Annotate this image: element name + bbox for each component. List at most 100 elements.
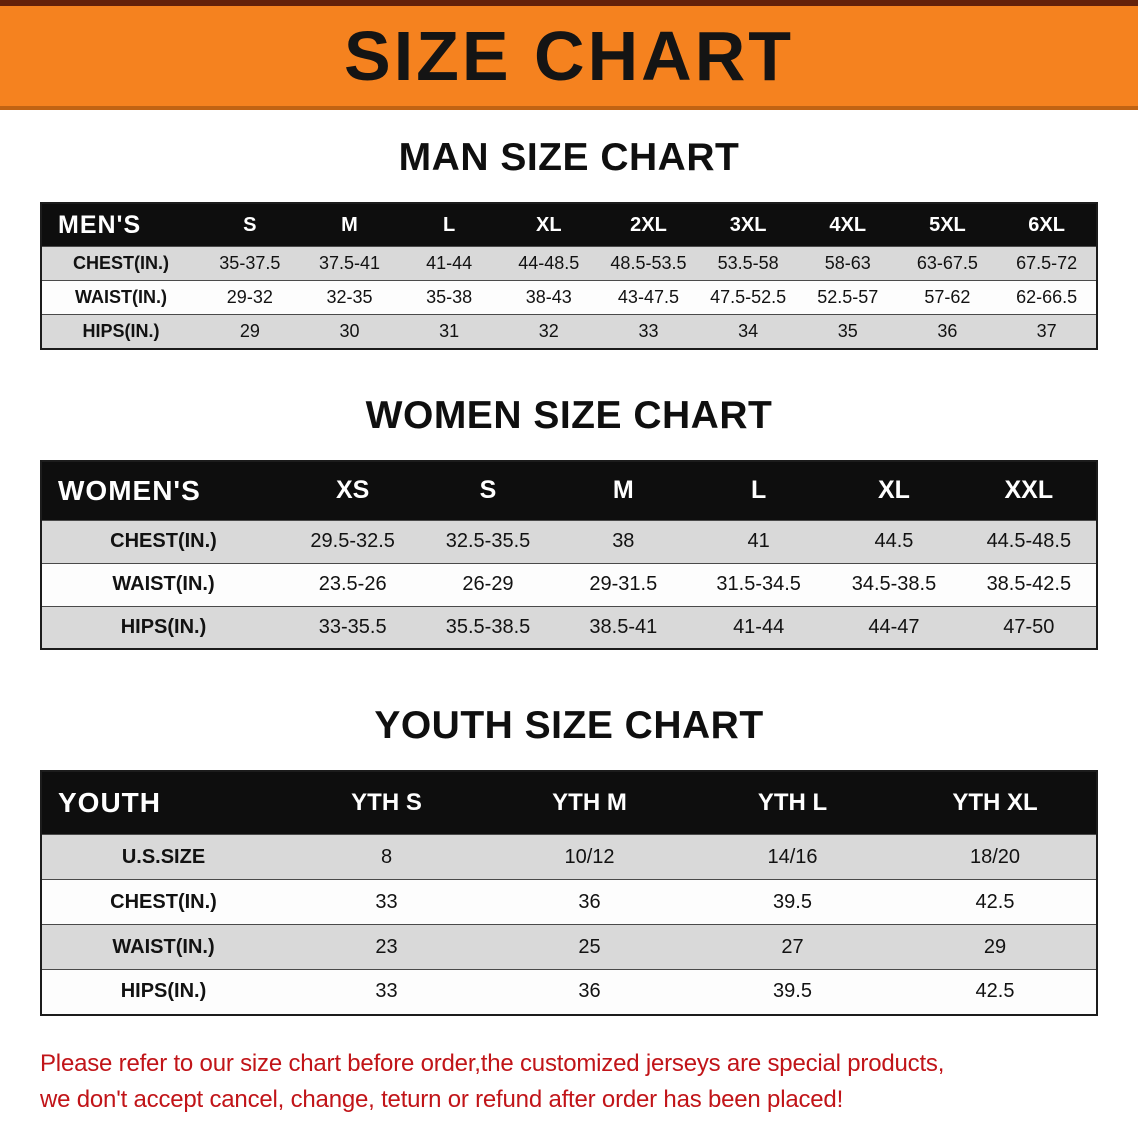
table-row: U.S.SIZE 8 10/12 14/16 18/20: [41, 834, 1097, 880]
size-value: 35: [837, 320, 858, 341]
table-row: CHEST(IN.) 35-37.5 37.5-41 41-44 44-48.5 48.5…: [41, 246, 1097, 281]
size-column-header: L: [399, 203, 499, 247]
row-label: WAIST(IN.): [75, 287, 167, 307]
men-size-table: MEN'S S M L XL 2XL 3XL 4XL 5XL 6XL CHEST(IN.) 35-37…: [40, 202, 1098, 350]
table-row: HIPS(IN.) 33 36 39.5 42.5: [41, 969, 1097, 1015]
men-section-heading: MAN SIZE CHART: [398, 136, 740, 179]
size-value: 44-47: [868, 615, 920, 638]
row-label: CHEST(IN.): [73, 253, 169, 273]
size-value: 48.5-53.5: [610, 253, 687, 273]
row-label: HIPS(IN.): [120, 615, 207, 638]
size-column-header: 6XL: [997, 203, 1097, 247]
size-column-header: YTH XL: [894, 771, 1097, 835]
size-value: 67.5-72: [1016, 253, 1078, 273]
size-value: 47-50: [1003, 615, 1055, 638]
table-header-row: YOUTH YTH S YTH M YTH L YTH XL: [41, 771, 1097, 835]
disclaimer: Please refer to our size chart before or…: [40, 1046, 1138, 1118]
size-value: 44.5-48.5: [986, 530, 1072, 552]
table-corner-label: WOMEN'S: [41, 460, 285, 520]
table-row: WAIST(IN.) 23.5-26 26-29 29-31.5 31.5-34.5 34…: [41, 563, 1097, 606]
table-row: WAIST(IN.) 29-32 32-35 35-38 38-43 43-47.5 47.…: [41, 280, 1097, 315]
size-value: 25: [578, 935, 601, 958]
size-column-header: 5XL: [897, 203, 998, 247]
size-column-header: XS: [285, 460, 421, 520]
size-value: 29.5-32.5: [310, 530, 395, 552]
size-value: 35-38: [426, 287, 473, 307]
size-column-header: L: [690, 460, 827, 520]
size-value: 44-48.5: [518, 253, 580, 273]
women-size-chart-section: WOMEN SIZE CHART WOMEN'S XS S M L XL XXL CHEST(…: [0, 393, 1138, 650]
size-column-header: XL: [498, 203, 599, 247]
size-value: 35-37.5: [219, 253, 281, 273]
size-value: 31: [439, 320, 460, 341]
size-value: 53.5-58: [717, 253, 779, 273]
size-value: 38.5-41: [589, 615, 658, 638]
size-column-header: XL: [826, 460, 962, 520]
size-value: 43-47.5: [617, 287, 679, 307]
size-value: 36: [937, 320, 958, 341]
size-column-header: YTH M: [488, 771, 691, 835]
table-row: WAIST(IN.) 23 25 27 29: [41, 924, 1097, 970]
size-value: 35.5-38.5: [445, 615, 531, 638]
size-value: 34: [738, 320, 759, 341]
size-value: 41-44: [426, 253, 473, 273]
size-value: 26-29: [462, 573, 514, 595]
size-column-header: S: [200, 203, 300, 247]
size-value: 33: [375, 890, 398, 913]
size-value: 10/12: [564, 845, 615, 868]
row-label: WAIST(IN.): [112, 573, 215, 595]
size-value: 23.5-26: [318, 573, 387, 595]
size-column-header: 3XL: [698, 203, 798, 247]
youth-section-heading: YOUTH SIZE CHART: [374, 704, 764, 747]
size-value: 18/20: [969, 845, 1021, 868]
size-column-header: 4XL: [797, 203, 898, 247]
size-value: 29-31.5: [589, 573, 658, 595]
size-value: 41-44: [733, 615, 785, 638]
size-value: 36: [578, 980, 601, 1003]
size-value: 34.5-38.5: [851, 573, 937, 595]
size-value: 37.5-41: [318, 253, 381, 273]
size-column-header: YTH L: [691, 771, 894, 835]
size-value: 38: [612, 530, 635, 552]
size-value: 33-35.5: [318, 615, 387, 638]
size-column-header: XXL: [961, 460, 1097, 520]
row-label: CHEST(IN.): [110, 530, 217, 552]
table-row: HIPS(IN.) 29 30 31 32 33 34 35 36 37: [41, 314, 1097, 349]
size-value: 38.5-42.5: [986, 573, 1072, 595]
table-row: CHEST(IN.) 29.5-32.5 32.5-35.5 38 41 44.5 44.5…: [41, 520, 1097, 563]
size-value: 30: [339, 320, 360, 341]
disclaimer-line-2: we don't accept cancel, change, teturn o…: [40, 1085, 844, 1113]
size-value: 38-43: [525, 287, 572, 307]
size-value: 14/16: [767, 845, 818, 868]
size-column-header: 2XL: [598, 203, 699, 247]
row-label: HIPS(IN.): [82, 320, 160, 341]
banner: SIZE CHART: [0, 0, 1138, 110]
table-corner-label: MEN'S: [41, 203, 200, 247]
size-value: 29: [239, 320, 260, 341]
size-value: 42.5: [975, 980, 1015, 1003]
size-column-header: M: [299, 203, 400, 247]
women-size-table: WOMEN'S XS S M L XL XXL CHEST(IN.) 29.5-32.5 32.5…: [40, 459, 1098, 650]
page-title: SIZE CHART: [344, 17, 794, 95]
size-column-header: M: [555, 460, 691, 520]
row-label: WAIST(IN.): [112, 935, 215, 958]
size-value: 42.5: [975, 890, 1015, 913]
size-value: 39.5: [773, 890, 812, 913]
women-section-heading: WOMEN SIZE CHART: [365, 393, 773, 437]
row-label: CHEST(IN.): [110, 890, 217, 913]
size-value: 32: [538, 320, 559, 341]
size-value: 33: [638, 320, 659, 341]
size-value: 29-32: [226, 287, 273, 307]
size-value: 33: [375, 980, 398, 1003]
table-header-row: WOMEN'S XS S M L XL XXL: [41, 460, 1097, 520]
men-size-chart-section: MAN SIZE CHART MEN'S S M L XL 2XL 3XL 4XL 5XL 6XL…: [0, 136, 1138, 350]
size-value: 47.5-52.5: [710, 287, 787, 307]
size-value: 8: [380, 845, 393, 868]
size-value: 27: [781, 935, 804, 958]
youth-size-table: YOUTH YTH S YTH M YTH L YTH XL U.S.SIZE 8 10/12…: [40, 770, 1098, 1016]
table-header-row: MEN'S S M L XL 2XL 3XL 4XL 5XL 6XL: [41, 203, 1097, 247]
disclaimer-line-1: Please refer to our size chart before or…: [40, 1049, 945, 1077]
size-value: 57-62: [924, 287, 971, 307]
table-corner-label: YOUTH: [41, 771, 285, 835]
